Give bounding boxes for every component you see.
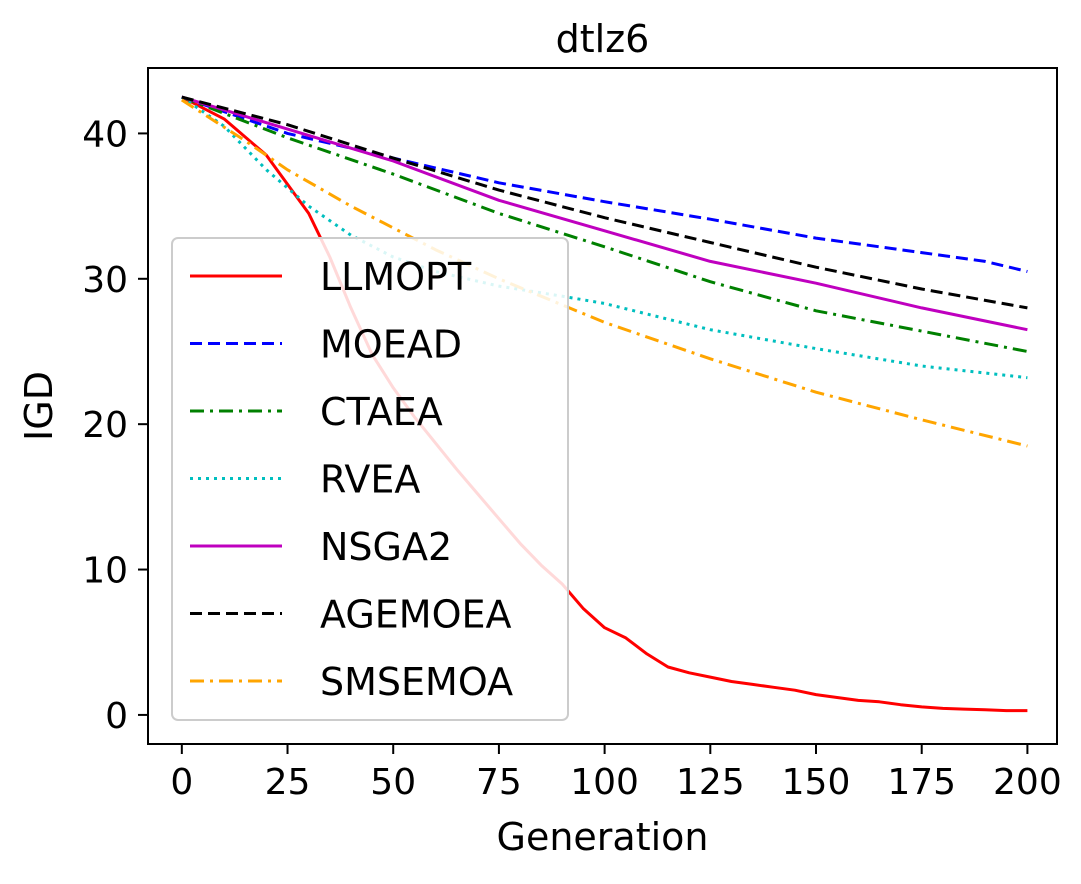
chart-title: dtlz6 xyxy=(556,17,650,61)
x-tick-label: 200 xyxy=(993,762,1062,803)
x-axis-label: Generation xyxy=(497,815,709,859)
legend-label-ctaea: CTAEA xyxy=(320,390,443,434)
axis-ticks: 0 25 50 75 100 125 150 175 200 0 10 20 30 40 xyxy=(82,114,1062,803)
x-tick-label: 150 xyxy=(782,762,851,803)
x-tick-label: 125 xyxy=(676,762,745,803)
x-tick-label: 25 xyxy=(265,762,311,803)
legend: LLMOPT MOEAD CTAEA RVEA NSGA2 AGEMOEA SMSEMOA xyxy=(171,237,569,721)
legend-label-nsga2: NSGA2 xyxy=(320,525,452,569)
series-line-ctaea xyxy=(181,95,1028,353)
y-axis-label: IGD xyxy=(17,371,61,441)
legend-label-smsemoa: SMSEMOA xyxy=(320,660,513,704)
x-tick-label: 0 xyxy=(170,762,193,803)
legend-label-rvea: RVEA xyxy=(320,458,420,502)
y-tick-label: 0 xyxy=(105,696,128,737)
x-tick-label: 175 xyxy=(887,762,956,803)
y-tick-label: 40 xyxy=(82,114,128,155)
plot-frame xyxy=(147,67,1058,745)
x-tick-label: 100 xyxy=(570,762,639,803)
series-line-nsga2 xyxy=(181,95,1028,332)
x-tick-label: 50 xyxy=(370,762,416,803)
y-tick-label: 30 xyxy=(82,260,128,301)
y-tick-label: 20 xyxy=(82,405,128,446)
legend-label-agemoea: AGEMOEA xyxy=(320,593,511,637)
legend-label-moead: MOEAD xyxy=(320,323,462,367)
series-line-agemoea xyxy=(181,95,1028,310)
legend-label-llmopt: LLMOPT xyxy=(320,255,472,299)
legend-box xyxy=(171,237,569,721)
series-line-rvea xyxy=(180,95,1028,380)
y-tick-label: 10 xyxy=(82,551,128,592)
x-tick-label: 75 xyxy=(476,762,522,803)
